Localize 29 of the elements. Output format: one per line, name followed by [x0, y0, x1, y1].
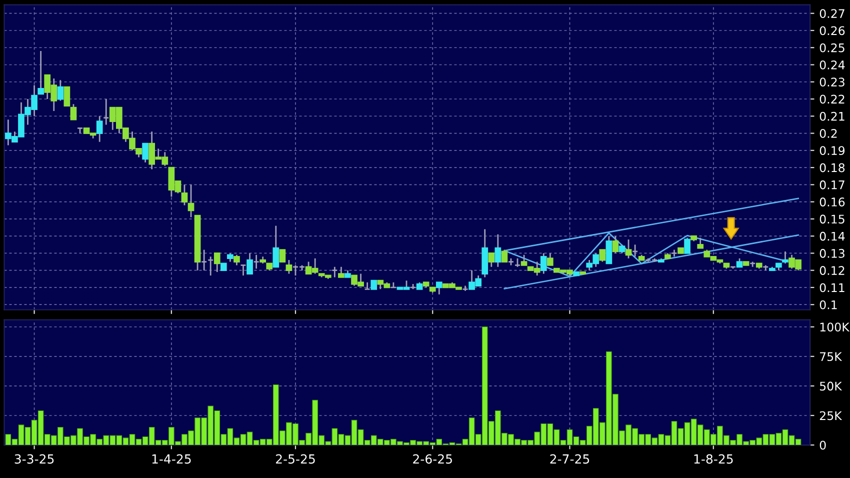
y-tick-label: 0.21 [820, 112, 844, 121]
y-tick-label: 0.2 [820, 129, 837, 138]
y-tick-label: 0.13 [820, 248, 844, 258]
y-tick-label: 0.22 [820, 94, 844, 104]
y-tick-label: 0.23 [820, 78, 844, 87]
x-tick-label: 3-3-25 [14, 454, 54, 464]
y-tick-label: 0.1 [820, 300, 837, 310]
y-tick-label: 25K [820, 411, 842, 420]
y-tick-label: 0.12 [820, 266, 844, 275]
y-tick-label: 50K [820, 382, 842, 391]
y-tick-label: 0.25 [820, 43, 844, 52]
y-tick-label: 0.16 [820, 198, 845, 206]
y-tick-label: 75K [820, 352, 842, 362]
y-tick-label: 0.15 [820, 214, 844, 224]
x-tick-label: 2-7-25 [550, 454, 590, 464]
y-tick-label: 0.14 [820, 232, 845, 241]
y-tick-label: 100K [820, 322, 850, 332]
x-tick-label: 2-6-25 [413, 454, 452, 464]
y-tick-label: 0.27 [820, 9, 844, 18]
x-tick-label: 1-8-25 [694, 454, 733, 464]
y-tick-label: 0.26 [820, 26, 845, 36]
x-tick-label: 1-4-25 [152, 454, 191, 464]
y-tick-label: 0 [820, 440, 826, 450]
x-tick-label: 2-5-25 [276, 454, 315, 464]
y-tick-label: 0.17 [820, 180, 844, 190]
y-tick-label: 0.11 [820, 283, 844, 292]
y-tick-label: 0.18 [820, 163, 845, 172]
y-tick-label: 0.24 [820, 60, 845, 70]
y-tick-label: 0.19 [820, 146, 845, 156]
